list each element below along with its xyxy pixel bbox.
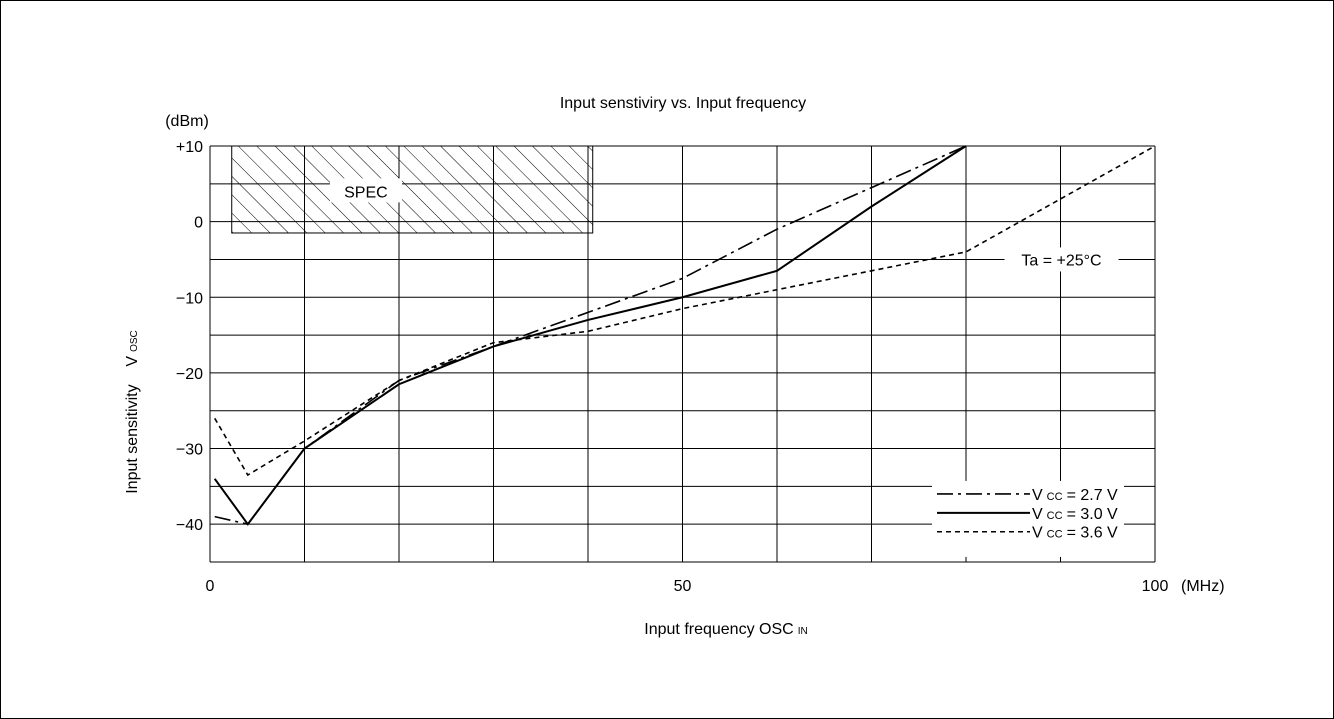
legend-label-1: V CC = 3.0 V bbox=[1032, 506, 1118, 523]
series-lines bbox=[213, 145, 1156, 526]
tick-labels: +10 0 −10 −20 −30 −40 0 50 100 bbox=[176, 139, 1169, 595]
x-tick-label: 50 bbox=[674, 578, 692, 595]
y-axis-title-sub: OSC bbox=[129, 330, 140, 352]
spec-hatched-area bbox=[231, 145, 594, 234]
legend-label-prefix: V bbox=[1032, 506, 1043, 523]
y-tick-label: −30 bbox=[176, 442, 203, 459]
legend-label-sub: CC bbox=[1047, 491, 1063, 503]
legend-label-value: = 3.0 V bbox=[1067, 506, 1118, 523]
series-line-1 bbox=[213, 145, 967, 526]
legend-label-2: V CC = 3.6 V bbox=[1032, 525, 1118, 542]
legend-label-value: = 3.6 V bbox=[1067, 525, 1118, 542]
spec-region: SPEC bbox=[231, 145, 594, 234]
legend-label-sub: CC bbox=[1047, 529, 1063, 541]
x-tick-label: 100 bbox=[1142, 578, 1169, 595]
legend-label-prefix: V bbox=[1032, 525, 1043, 542]
series-line-2 bbox=[214, 145, 1156, 477]
x-axis-title-sub: IN bbox=[798, 626, 808, 637]
y-tick-label: −20 bbox=[176, 366, 203, 383]
temperature-annotation: Ta = +25°C bbox=[1021, 252, 1101, 269]
y-tick-label: −40 bbox=[176, 517, 203, 534]
y-tick-label: 0 bbox=[194, 215, 203, 232]
y-tick-label: −10 bbox=[176, 290, 203, 307]
x-axis-title-main: Input frequency OSC bbox=[644, 621, 793, 638]
y-tick-label: +10 bbox=[176, 139, 203, 156]
chart-title: Input senstiviry vs. Input frequency bbox=[560, 95, 806, 112]
legend-label-sub: CC bbox=[1047, 510, 1063, 522]
spec-label-background bbox=[329, 178, 402, 203]
legend: V CC = 2.7 V V CC = 3.0 V V CC = 3.6 V bbox=[932, 480, 1124, 557]
annotation-background bbox=[1004, 247, 1119, 272]
y-axis-title: Input sensitivity V OSC bbox=[124, 330, 141, 494]
y-unit-label: (dBm) bbox=[165, 113, 209, 130]
legend-label-0: V CC = 2.7 V bbox=[1032, 487, 1118, 504]
y-axis-title-main: Input sensitivity V bbox=[124, 356, 141, 494]
legend-label-value: = 2.7 V bbox=[1067, 487, 1118, 504]
x-tick-label: 0 bbox=[206, 578, 215, 595]
spec-label: SPEC bbox=[344, 184, 388, 201]
x-axis-title: Input frequency OSC IN bbox=[644, 621, 807, 638]
legend-label-prefix: V bbox=[1032, 487, 1043, 504]
x-unit-label: (MHz) bbox=[1181, 578, 1225, 595]
